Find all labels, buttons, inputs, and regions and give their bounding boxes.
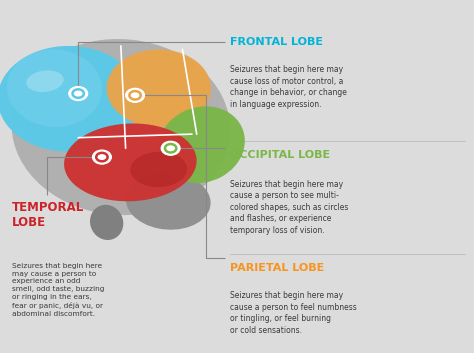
Ellipse shape bbox=[64, 124, 197, 201]
Text: Seizures that begin here may
cause a person to see multi-
colored shapes, such a: Seizures that begin here may cause a per… bbox=[230, 180, 348, 235]
Ellipse shape bbox=[126, 173, 210, 230]
Ellipse shape bbox=[11, 39, 230, 215]
Text: OCCIPITAL LOBE: OCCIPITAL LOBE bbox=[230, 150, 330, 160]
Ellipse shape bbox=[0, 46, 140, 152]
Ellipse shape bbox=[130, 152, 187, 187]
Ellipse shape bbox=[27, 70, 64, 92]
Circle shape bbox=[69, 86, 88, 101]
Text: Seizures that begin here may
cause loss of motor control, a
change in behavior, : Seizures that begin here may cause loss … bbox=[230, 65, 347, 109]
Ellipse shape bbox=[158, 106, 245, 183]
Ellipse shape bbox=[7, 49, 102, 127]
Circle shape bbox=[161, 141, 180, 155]
Text: Seizures that begin here
may cause a person to
experience an odd
smell, odd tast: Seizures that begin here may cause a per… bbox=[12, 263, 104, 317]
Ellipse shape bbox=[90, 205, 123, 240]
Circle shape bbox=[126, 88, 145, 102]
Text: FRONTAL LOBE: FRONTAL LOBE bbox=[230, 37, 323, 47]
Text: TEMPORAL
LOBE: TEMPORAL LOBE bbox=[12, 201, 84, 229]
Text: Seizures that begin here may
cause a person to feel numbness
or tingling, or fee: Seizures that begin here may cause a per… bbox=[230, 291, 356, 335]
Circle shape bbox=[92, 150, 111, 164]
Text: PARIETAL LOBE: PARIETAL LOBE bbox=[230, 263, 324, 273]
Ellipse shape bbox=[107, 49, 211, 127]
